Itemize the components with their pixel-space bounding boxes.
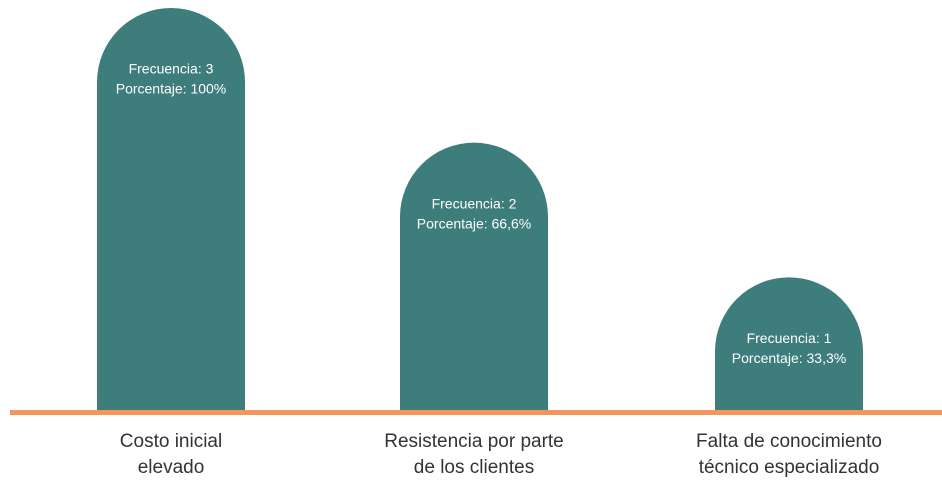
x-tick-label: Costo inicial elevado — [119, 431, 223, 478]
data-label: Porcentaje: 100% — [116, 81, 227, 97]
data-label: Frecuencia: 2 — [432, 195, 517, 211]
baseline — [10, 410, 942, 415]
bar — [400, 142, 548, 412]
x-tick-label: Falta de conocimiento técnico especializ… — [696, 431, 882, 478]
data-label: Porcentaje: 66,6% — [417, 215, 531, 231]
bar — [97, 8, 245, 412]
x-tick-label: Resistencia por parte de los clientes — [384, 431, 564, 478]
data-label: Frecuencia: 1 — [747, 330, 832, 346]
data-label: Porcentaje: 33,3% — [732, 350, 846, 366]
data-label: Frecuencia: 3 — [129, 61, 214, 77]
bar — [715, 277, 863, 412]
